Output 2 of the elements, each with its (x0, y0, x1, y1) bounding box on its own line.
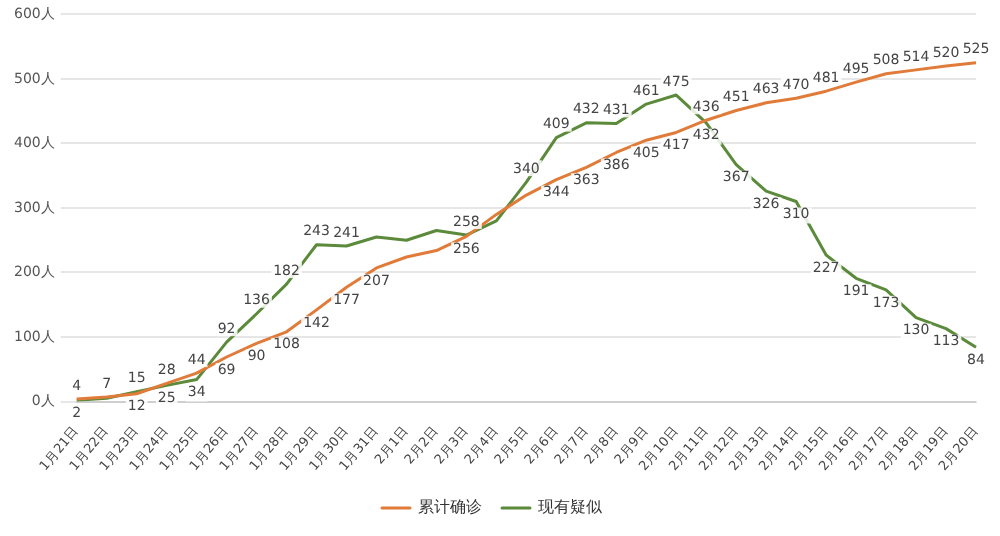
legend-label: 累计确诊 (418, 498, 482, 517)
legend-label: 现有疑似 (538, 498, 604, 517)
